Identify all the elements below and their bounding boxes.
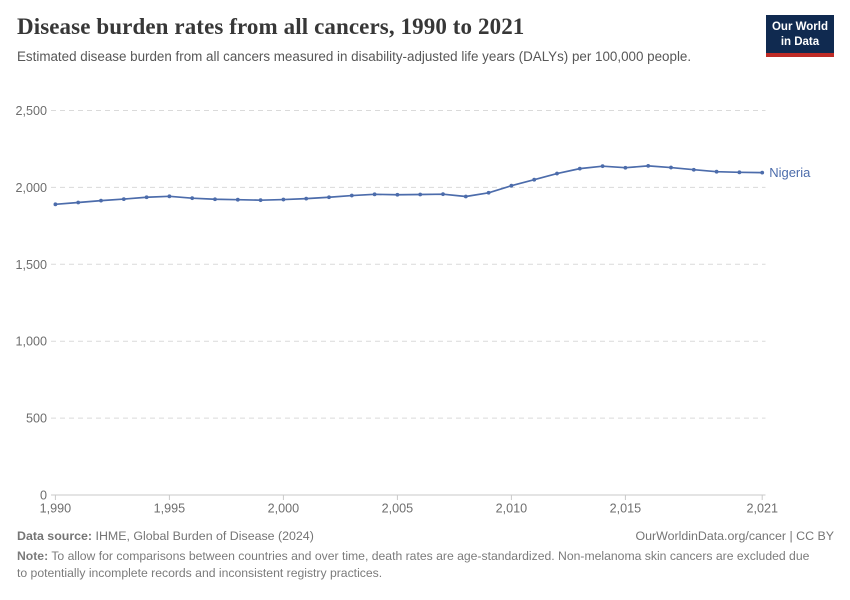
y-axis-tick-label: 500 xyxy=(26,412,47,426)
page-title: Disease burden rates from all cancers, 1… xyxy=(17,14,525,39)
data-point[interactable] xyxy=(577,166,582,171)
data-point[interactable] xyxy=(121,197,126,201)
data-point[interactable] xyxy=(372,192,377,197)
x-axis-tick-label: 2,021 xyxy=(746,502,778,516)
note-text: To allow for comparisons between countri… xyxy=(17,549,810,581)
data-point[interactable] xyxy=(304,196,309,201)
x-axis-tick-label: 2,000 xyxy=(268,502,300,516)
series-line-nigeria[interactable] xyxy=(54,165,764,206)
x-axis-tick-label: 2,005 xyxy=(382,502,414,516)
series-label-nigeria[interactable]: Nigeria xyxy=(769,165,811,180)
footer-license-link[interactable]: OurWorldinData.org/cancer | CC BY xyxy=(635,529,834,543)
x-axis-tick-label: 2,015 xyxy=(610,502,642,516)
chart-plot-area[interactable]: 0 500 1,000 1,500 2,000 2,500 1,990 1,995 2,000 2… xyxy=(0,0,850,528)
y-axis-tick-label: 2,000 xyxy=(15,181,47,195)
data-point[interactable] xyxy=(600,164,605,169)
data-point[interactable] xyxy=(99,198,103,203)
data-point[interactable] xyxy=(760,170,765,175)
owid-logo-line1: Our World xyxy=(771,21,828,33)
data-point[interactable] xyxy=(418,192,423,197)
y-axis-tick-label: 1,500 xyxy=(15,258,47,272)
data-point[interactable] xyxy=(737,170,742,175)
data-point[interactable] xyxy=(646,163,651,168)
data-point[interactable] xyxy=(235,197,240,202)
owid-logo-line2: in Data xyxy=(780,35,820,48)
data-point[interactable] xyxy=(441,192,445,197)
data-source-value: IHME, Global Burden of Disease (2024) xyxy=(92,529,314,543)
data-point[interactable] xyxy=(349,193,354,198)
owid-logo[interactable]: Our World in Data xyxy=(765,15,834,57)
data-point[interactable] xyxy=(509,183,514,188)
x-axis-tick-label: 1,995 xyxy=(154,502,186,516)
data-point[interactable] xyxy=(213,197,217,202)
data-point[interactable] xyxy=(281,197,286,202)
data-point[interactable] xyxy=(395,192,400,197)
data-source-line: Data source: IHME, Global Burden of Dise… xyxy=(17,529,314,543)
data-point[interactable] xyxy=(691,167,696,172)
y-axis-tick-label: 0 xyxy=(40,489,47,503)
note-label: Note: xyxy=(17,549,49,563)
data-point[interactable] xyxy=(144,195,149,200)
y-axis-tick-label: 1,000 xyxy=(15,335,47,349)
data-point[interactable] xyxy=(669,165,673,170)
y-axis-tick-label: 2,500 xyxy=(15,104,47,118)
x-axis-tick-label: 2,010 xyxy=(496,502,528,516)
data-point[interactable] xyxy=(190,196,195,201)
chart-footer: Data source: IHME, Global Burden of Dise… xyxy=(17,529,834,583)
data-point[interactable] xyxy=(258,198,263,203)
data-point[interactable] xyxy=(714,169,719,174)
data-point[interactable] xyxy=(623,165,628,170)
x-axis-tick-label: 1,990 xyxy=(40,502,72,516)
data-point[interactable] xyxy=(532,177,537,182)
data-point[interactable] xyxy=(463,194,468,199)
data-point[interactable] xyxy=(53,202,58,207)
data-point[interactable] xyxy=(167,194,172,199)
data-source-label: Data source: xyxy=(17,529,93,543)
chart-header: Disease burden rates from all cancers, 1… xyxy=(17,14,834,67)
data-point[interactable] xyxy=(76,200,81,205)
data-point[interactable] xyxy=(486,190,491,195)
data-point[interactable] xyxy=(327,195,331,200)
chart-note: Note: To allow for comparisons between c… xyxy=(17,548,812,583)
data-point[interactable] xyxy=(555,171,559,176)
chart-subtitle: Estimated disease burden from all cancer… xyxy=(17,49,692,65)
